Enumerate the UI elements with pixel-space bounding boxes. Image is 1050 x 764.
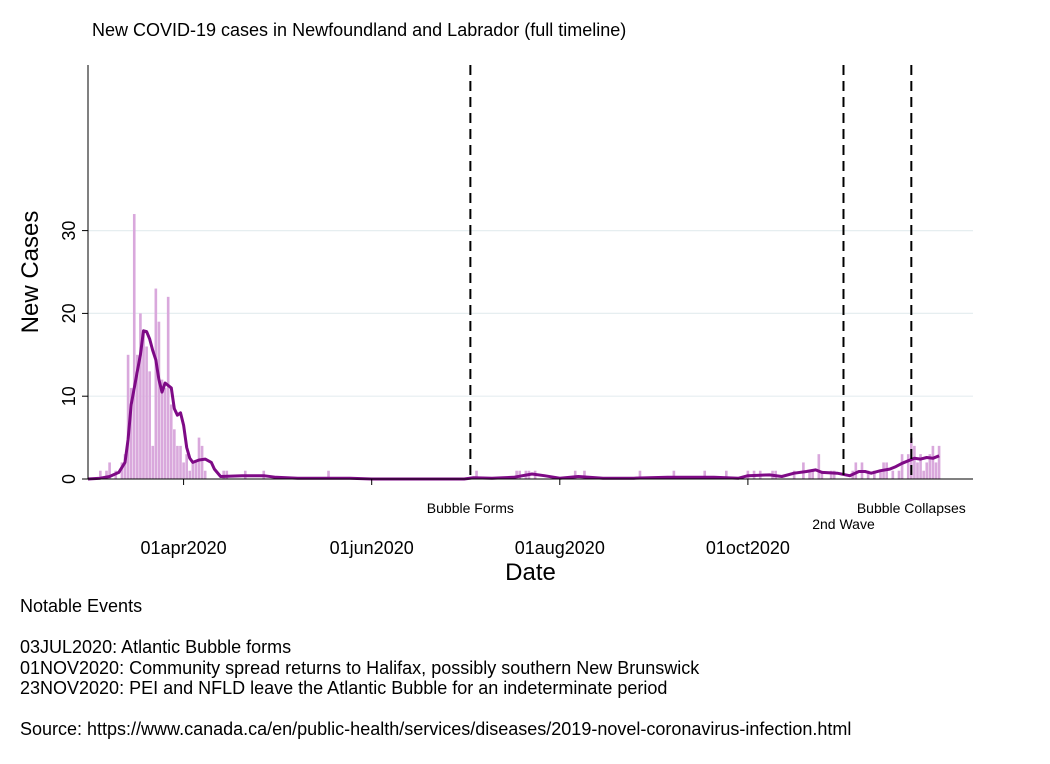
x-tick-label: 01aug2020 [515,538,605,558]
bar [173,429,176,479]
source-note: Source: https://www.canada.ca/en/public-… [20,719,852,739]
bar [105,470,108,479]
bar [724,470,728,479]
bar [820,470,824,479]
bar [200,445,204,479]
event-bubble-forms: 03JUL2020: Atlantic Bubble forms [20,637,292,657]
bar [132,214,136,480]
bar [222,470,225,479]
moving-average-line [87,329,940,481]
bar [148,371,151,479]
bar [913,445,916,479]
bar [145,346,148,479]
y-tick-label: 0 [59,474,79,484]
bar [194,462,198,479]
bar [792,470,796,479]
bar [157,321,161,479]
bar [703,470,707,479]
notable-events: Notable Events 03JUL2020: Atlantic Bubbl… [20,596,851,740]
bar [900,454,904,479]
bar [120,462,124,479]
bar [176,445,179,479]
bar [925,462,929,479]
y-tick-label: 20 [59,303,79,323]
bar [928,454,932,479]
bar [934,462,938,479]
y-tick-label: 30 [59,221,79,241]
bar [142,329,145,479]
bar [937,445,941,479]
bar [123,454,127,479]
bar [922,470,925,479]
bar [873,470,876,479]
bar [182,462,185,479]
bar [583,470,586,479]
bar [139,313,142,479]
x-tick-label: 01oct2020 [706,538,790,558]
event-label: Bubble Forms [427,500,514,516]
bar [829,470,833,479]
bar [160,379,164,479]
notable-events-heading: Notable Events [20,596,143,616]
bar [817,454,821,479]
bar [832,470,836,479]
bar [197,437,201,479]
x-axis-title: Date [505,559,556,586]
bar [638,470,642,479]
bar [136,354,139,479]
bar [906,454,910,479]
x-tick-label: 01jun2020 [330,538,414,558]
bar [931,445,935,479]
bar [808,470,811,479]
bar [163,387,167,479]
bar [919,454,922,479]
bar [154,288,158,479]
event-label: Bubble Collapses [857,500,966,516]
bar [672,470,676,479]
bar [891,470,895,479]
bar [573,470,577,479]
bar [179,445,182,479]
bar [169,404,173,479]
bar [475,470,478,479]
bar [515,470,518,479]
bar [916,462,919,479]
bar [185,454,188,479]
bar [203,470,207,479]
y-axis-title: New Cases [17,211,44,334]
bar [108,462,111,479]
x-tick-label: 01apr2020 [141,538,227,558]
event-label: 2nd Wave [812,516,875,532]
bar [188,470,192,479]
bar [126,354,130,479]
y-tick-label: 10 [59,386,79,406]
bar [99,470,102,479]
covid-cases-chart: 0 10 20 30 01apr2020 01jun2020 01aug2020 01oct2… [17,65,973,586]
bar [166,296,170,479]
bar [854,462,858,479]
chart-title: New COVID-19 cases in Newfoundland and L… [92,20,627,40]
bar [811,470,814,479]
bar [897,470,901,479]
bar [191,462,195,479]
bar [866,470,870,479]
event-second-wave: 01NOV2020: Community spread returns to H… [20,657,700,678]
bar [327,470,330,479]
event-bubble-collapses: 23NOV2020: PEI and NFLD leave the Atlant… [20,678,668,698]
bar [879,470,882,479]
bar [129,387,133,479]
bar [151,445,155,479]
